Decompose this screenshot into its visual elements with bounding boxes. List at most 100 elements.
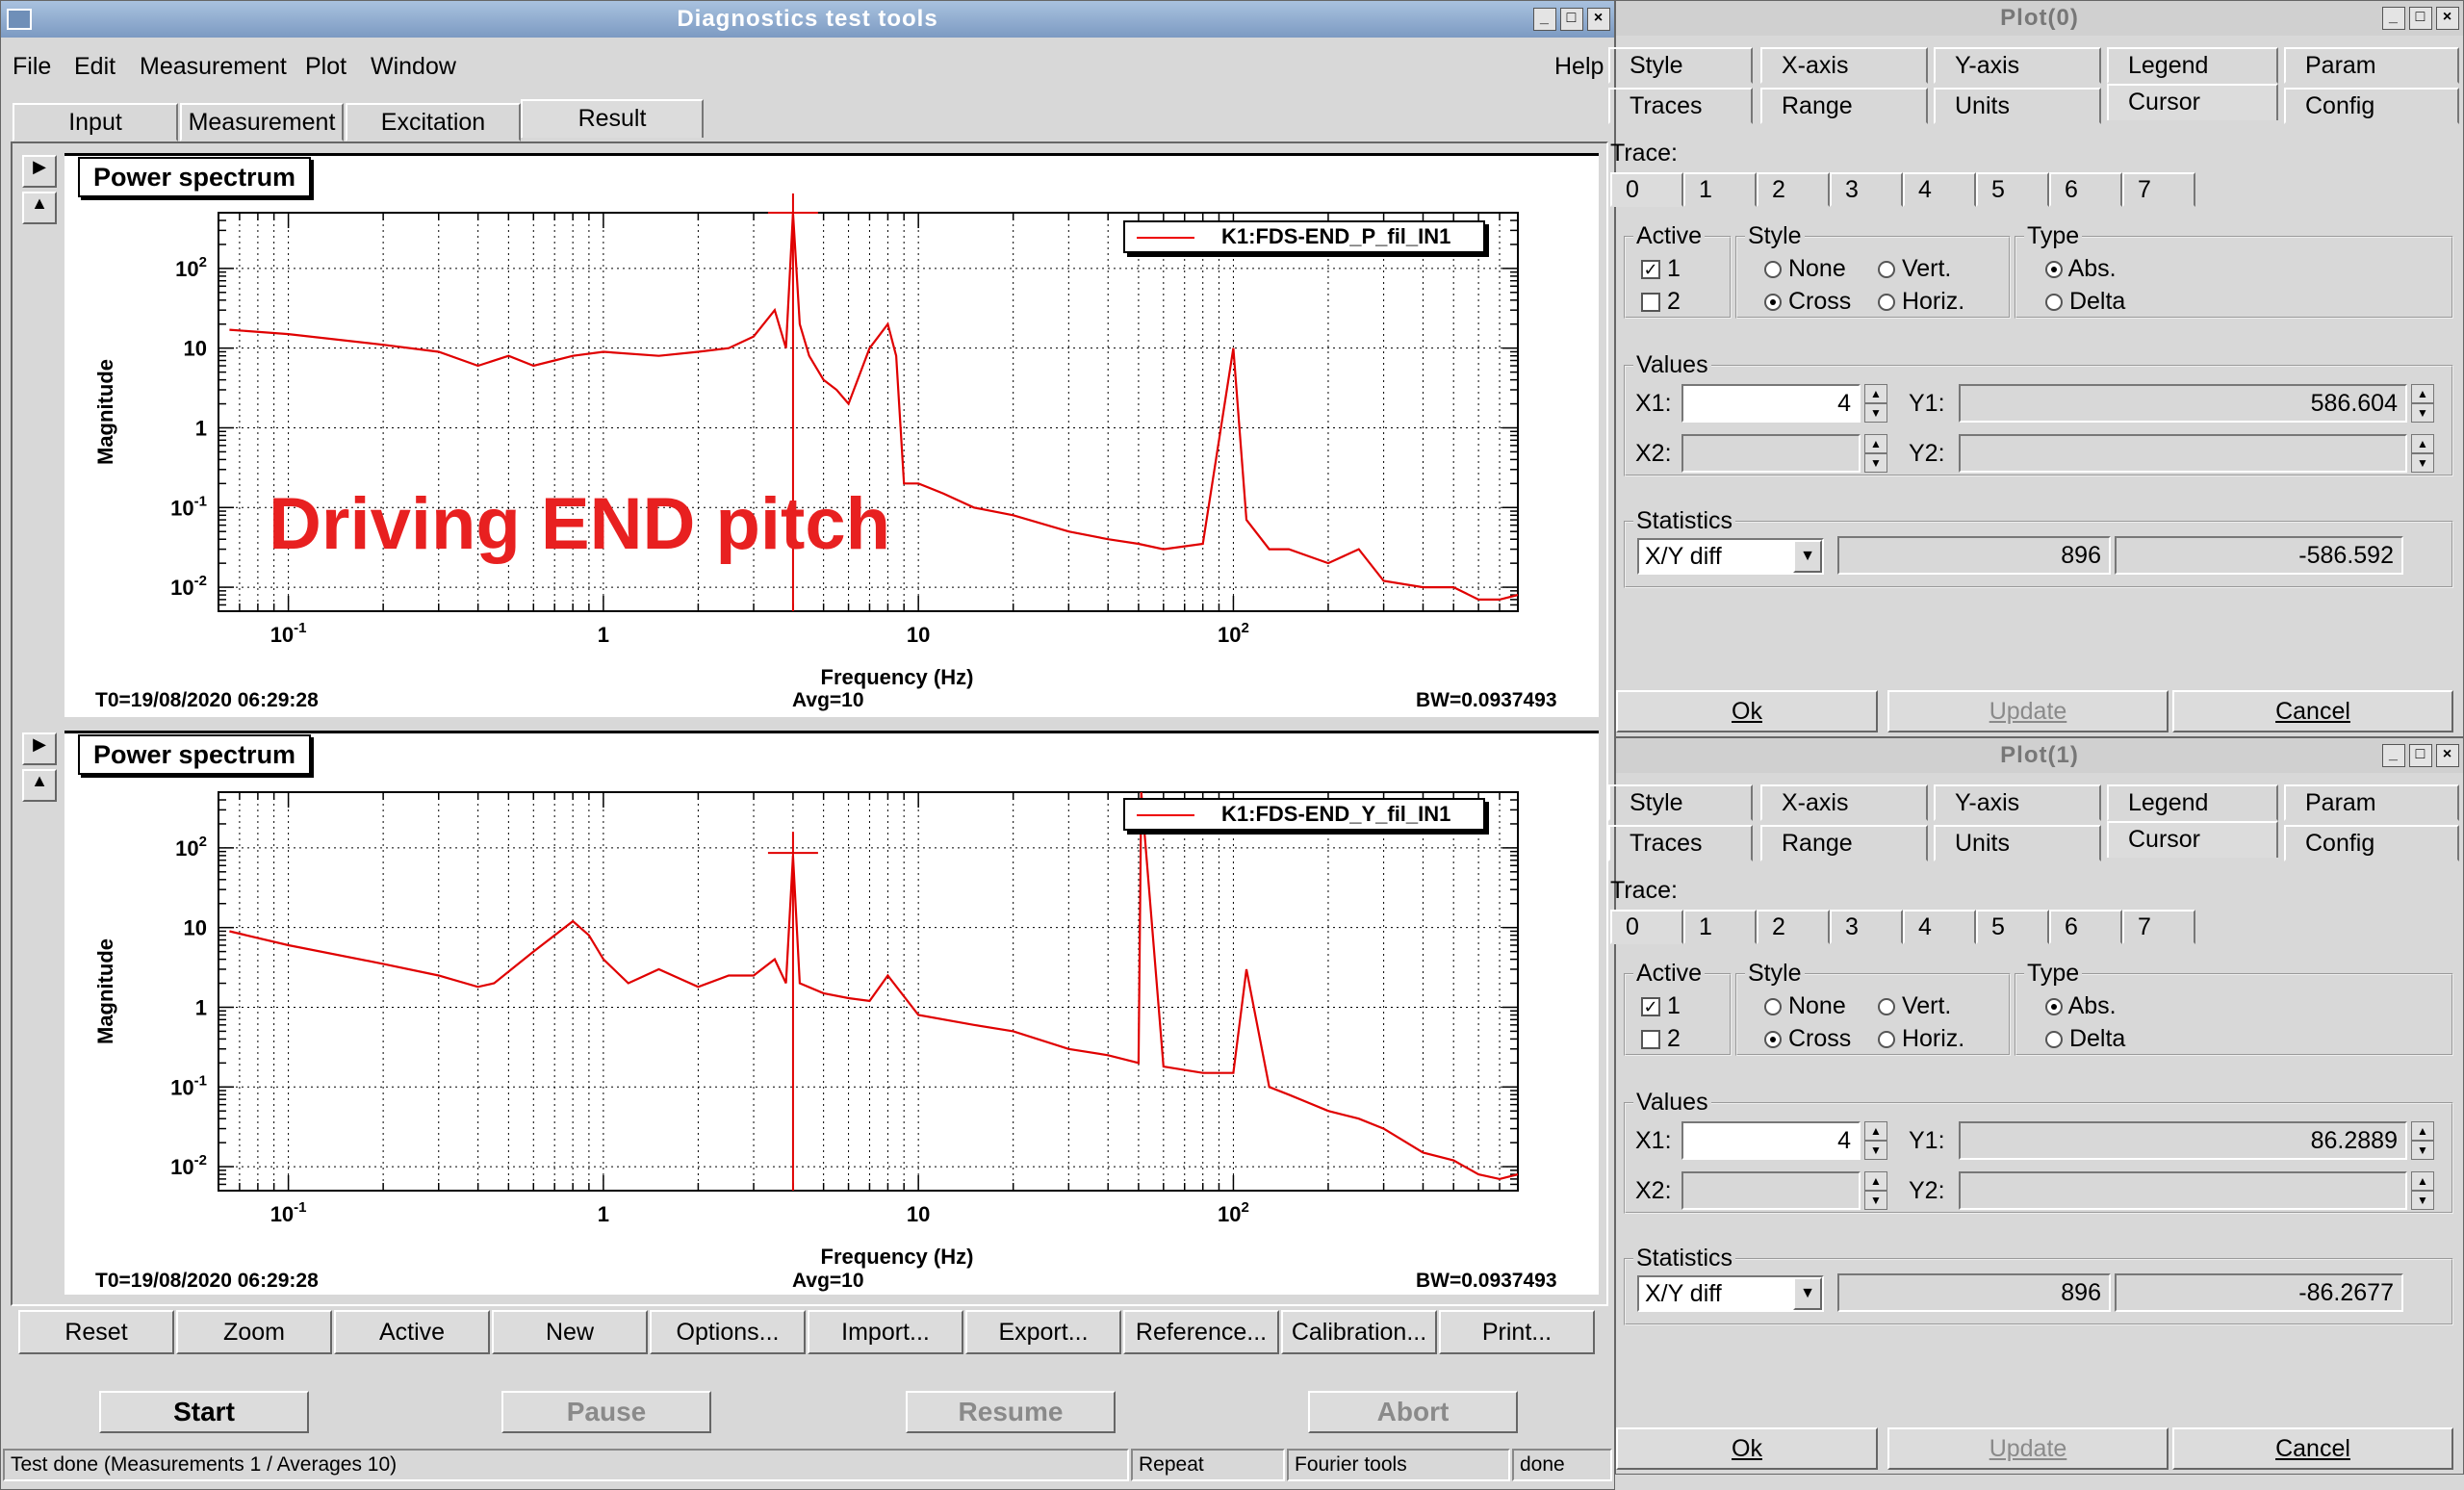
plot1-tab-legend[interactable]: Legend [2107, 784, 2278, 821]
y1-spin-down[interactable]: ▼ [2411, 403, 2434, 423]
tab-excitation[interactable]: Excitation [346, 103, 521, 141]
reset-button[interactable]: Reset [18, 1310, 174, 1354]
options-button[interactable]: Options... [650, 1310, 806, 1354]
ok-button[interactable]: Ok [1616, 1427, 1878, 1470]
trace-tab-0[interactable]: 0 [1610, 172, 1683, 207]
x1-input[interactable]: 4 [1681, 1121, 1861, 1160]
menu-window[interactable]: Window [371, 53, 456, 80]
plot0-tab-x-axis[interactable]: X-axis [1760, 47, 1928, 84]
new-button[interactable]: New [492, 1310, 648, 1354]
stat-mode-select[interactable]: X/Y diff ▼ [1637, 538, 1824, 575]
y1-spin-up[interactable]: ▲ [2411, 384, 2434, 403]
plot1-tab-x-axis[interactable]: X-axis [1760, 784, 1928, 821]
y1-spin-down[interactable]: ▼ [2411, 1141, 2434, 1160]
update-button[interactable]: Update [1887, 690, 2169, 732]
plot1-expand-button[interactable]: ▶ [22, 732, 57, 765]
pause-button[interactable]: Pause [501, 1391, 711, 1433]
menu-edit[interactable]: Edit [74, 53, 116, 80]
trace-tab-4[interactable]: 4 [1903, 172, 1976, 207]
ok-button[interactable]: Ok [1616, 690, 1878, 732]
menu-help[interactable]: Help [1554, 53, 1604, 80]
trace-tab-6[interactable]: 6 [2049, 910, 2122, 944]
x1-spin-up[interactable]: ▲ [1864, 384, 1887, 403]
active-1-checkbox[interactable]: ✓ [1641, 997, 1660, 1017]
plot1-collapse-button[interactable]: ▲ [22, 769, 57, 802]
plot1-dialog-title-bar[interactable]: Plot(1) _ □ × [1616, 738, 2463, 773]
style-cross-radio[interactable] [1764, 294, 1782, 312]
stat-mode-select[interactable]: X/Y diff ▼ [1637, 1275, 1824, 1312]
main-title-bar[interactable]: Diagnostics test tools _ □ × [1, 1, 1614, 38]
trace-tab-6[interactable]: 6 [2049, 172, 2122, 207]
x2-input[interactable] [1681, 434, 1861, 473]
cancel-button[interactable]: Cancel [2172, 1427, 2453, 1470]
style-vert-radio[interactable] [1878, 998, 1895, 1016]
minimize-icon[interactable]: _ [1533, 8, 1556, 31]
abort-button[interactable]: Abort [1308, 1391, 1518, 1433]
trace-tab-7[interactable]: 7 [2122, 910, 2195, 944]
maximize-icon[interactable]: □ [1560, 8, 1583, 31]
trace-tab-2[interactable]: 2 [1757, 910, 1830, 944]
plot0-tab-config[interactable]: Config [2284, 88, 2459, 124]
minimize-icon[interactable]: _ [2382, 744, 2405, 767]
type-delta-radio[interactable] [2045, 1031, 2063, 1049]
menu-measurement[interactable]: Measurement [140, 53, 287, 80]
chevron-down-icon[interactable]: ▼ [1793, 1277, 1822, 1310]
y2-spin-down[interactable]: ▼ [2411, 453, 2434, 473]
maximize-icon[interactable]: □ [2409, 744, 2432, 767]
menu-file[interactable]: File [13, 53, 52, 80]
style-horiz-radio[interactable] [1878, 1031, 1895, 1049]
close-icon[interactable]: × [2436, 7, 2459, 30]
plot0-dialog-title-bar[interactable]: Plot(0) _ □ × [1616, 1, 2463, 36]
print-button[interactable]: Print... [1439, 1310, 1595, 1354]
x1-spin-down[interactable]: ▼ [1864, 403, 1887, 423]
maximize-icon[interactable]: □ [2409, 7, 2432, 30]
active-2-checkbox[interactable] [1641, 293, 1660, 313]
plot1-tab-traces[interactable]: Traces [1608, 825, 1753, 861]
main-window-icon[interactable] [7, 9, 32, 30]
update-button[interactable]: Update [1887, 1427, 2169, 1470]
trace-tab-5[interactable]: 5 [1976, 910, 2049, 944]
menu-plot[interactable]: Plot [305, 53, 347, 80]
y1-spin-up[interactable]: ▲ [2411, 1121, 2434, 1141]
y2-spin-up[interactable]: ▲ [2411, 434, 2434, 453]
plot0-legend[interactable]: K1:FDS-END_P_fil_IN1 [1123, 220, 1485, 253]
trace-tab-3[interactable]: 3 [1830, 910, 1903, 944]
plot1-tab-units[interactable]: Units [1934, 825, 2101, 861]
trace-tab-4[interactable]: 4 [1903, 910, 1976, 944]
resume-button[interactable]: Resume [906, 1391, 1116, 1433]
plot1-tab-param[interactable]: Param [2284, 784, 2459, 821]
zoom-button[interactable]: Zoom [176, 1310, 332, 1354]
trace-tab-5[interactable]: 5 [1976, 172, 2049, 207]
type-abs-radio[interactable] [2045, 261, 2063, 279]
trace-tab-3[interactable]: 3 [1830, 172, 1903, 207]
active-2-checkbox[interactable] [1641, 1030, 1660, 1050]
close-icon[interactable]: × [1587, 8, 1610, 31]
plot0-collapse-button[interactable]: ▲ [22, 192, 57, 224]
tab-result[interactable]: Result [521, 99, 704, 138]
plot0-tab-param[interactable]: Param [2284, 47, 2459, 84]
export-button[interactable]: Export... [965, 1310, 1121, 1354]
trace-tab-7[interactable]: 7 [2122, 172, 2195, 207]
y2-spin-up[interactable]: ▲ [2411, 1171, 2434, 1191]
style-cross-radio[interactable] [1764, 1031, 1782, 1049]
tab-input[interactable]: Input [13, 103, 178, 141]
x1-spin-down[interactable]: ▼ [1864, 1141, 1887, 1160]
start-button[interactable]: Start [99, 1391, 309, 1433]
chevron-down-icon[interactable]: ▼ [1793, 540, 1822, 573]
style-none-radio[interactable] [1764, 261, 1782, 279]
plot0-tab-legend[interactable]: Legend [2107, 47, 2278, 84]
cancel-button[interactable]: Cancel [2172, 690, 2453, 732]
minimize-icon[interactable]: _ [2382, 7, 2405, 30]
type-abs-radio[interactable] [2045, 998, 2063, 1016]
y2-spin-down[interactable]: ▼ [2411, 1191, 2434, 1210]
plot1-svg[interactable]: 10-1 1 10 102 102 10 1 10-1 10-2 Frequency (Hz) Ma… [64, 773, 1599, 1273]
plot0-tab-units[interactable]: Units [1934, 88, 2101, 124]
plot0-tab-range[interactable]: Range [1760, 88, 1928, 124]
trace-tab-1[interactable]: 1 [1683, 910, 1757, 944]
reference-button[interactable]: Reference... [1123, 1310, 1279, 1354]
plot1-tab-cursor[interactable]: Cursor [2107, 821, 2278, 858]
plot0-tab-y-axis[interactable]: Y-axis [1934, 47, 2101, 84]
plot1-legend[interactable]: K1:FDS-END_Y_fil_IN1 [1123, 798, 1485, 831]
plot0-tab-style[interactable]: Style [1608, 47, 1753, 84]
trace-tab-1[interactable]: 1 [1683, 172, 1757, 207]
